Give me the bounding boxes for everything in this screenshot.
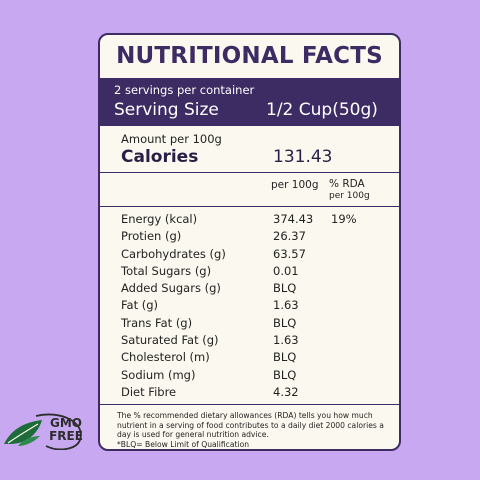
nutrient-row: Fat (g) 1.63 bbox=[121, 297, 399, 314]
column-rda-label: % RDA bbox=[329, 178, 365, 190]
nutrient-row: Cholesterol (m) BLQ bbox=[121, 349, 399, 366]
nutrient-value: BLQ bbox=[273, 315, 297, 330]
nutrient-rda: 19% bbox=[331, 212, 357, 226]
nutrient-row: Diet Fibre 4.32 bbox=[121, 384, 399, 401]
gmo-free-text: GMO FREE bbox=[48, 417, 84, 443]
nutrient-value: BLQ bbox=[273, 350, 297, 365]
divider bbox=[100, 404, 399, 406]
divider bbox=[100, 172, 399, 173]
column-per100: per 100g bbox=[271, 179, 319, 191]
nutrient-name: Protien (g) bbox=[121, 229, 182, 244]
nutrient-name: Energy (kcal) bbox=[121, 212, 198, 226]
nutrient-value: 0.01 bbox=[273, 263, 299, 278]
footnote: The % recommended dietary allowances (RD… bbox=[100, 405, 399, 449]
nutrient-value: 26.37 bbox=[273, 229, 306, 244]
nutrition-label: NUTRITIONAL FACTS 2 servings per contain… bbox=[98, 33, 401, 451]
nutrient-name: Total Sugars (g) bbox=[121, 263, 212, 278]
serving-size-value: 1/2 Cup(50g) bbox=[266, 100, 378, 120]
leaf-icon bbox=[4, 413, 82, 451]
nutrient-name: Diet Fibre bbox=[121, 384, 177, 399]
gmo-free-badge: GMO FREE bbox=[2, 412, 84, 451]
amount-per: Amount per 100g bbox=[121, 132, 222, 146]
nutrient-table: Energy (kcal) 374.43 19% Protien (g) 26.37 Ca… bbox=[100, 207, 399, 401]
divider bbox=[100, 206, 399, 207]
servings-per-container: 2 servings per container bbox=[114, 83, 255, 97]
nutrient-value: 63.57 bbox=[273, 246, 306, 261]
gmo-text: GMO bbox=[50, 416, 82, 430]
calories-label: Calories bbox=[121, 147, 199, 167]
column-rda-sub: per 100g bbox=[329, 191, 370, 201]
nutrient-value: BLQ bbox=[273, 281, 297, 296]
nutrient-name: Fat (g) bbox=[121, 298, 159, 313]
calories-value: 131.43 bbox=[273, 147, 333, 167]
nutrient-name: Cholesterol (m) bbox=[121, 350, 210, 365]
footnote-rda: The % recommended dietary allowances (RD… bbox=[117, 411, 384, 440]
nutrient-name: Trans Fat (g) bbox=[121, 315, 193, 330]
nutrient-value: 4.32 bbox=[273, 384, 299, 399]
nutrient-value: 1.63 bbox=[273, 298, 299, 313]
nutrient-row: Protien (g) 26.37 bbox=[121, 228, 399, 245]
nutrient-row: Trans Fat (g) BLQ bbox=[121, 315, 399, 332]
nutrient-row: Added Sugars (g) BLQ bbox=[121, 280, 399, 297]
serving-band: 2 servings per container Serving Size 1/… bbox=[100, 78, 399, 126]
column-rda: % RDA per 100g bbox=[329, 179, 370, 202]
nutrient-value: 1.63 bbox=[273, 333, 299, 348]
nutrient-row: Sodium (mg) BLQ bbox=[121, 367, 399, 384]
nutrient-row: Saturated Fat (g) 1.63 bbox=[121, 332, 399, 349]
nutrient-name: Sodium (mg) bbox=[121, 367, 196, 382]
free-text: FREE bbox=[49, 429, 83, 443]
label-title: NUTRITIONAL FACTS bbox=[116, 43, 383, 69]
nutrient-value: 374.43 bbox=[273, 212, 314, 226]
footnote-blq: *BLQ= Below Limit of Qualification bbox=[117, 440, 250, 450]
calories-row: Calories 131.43 bbox=[100, 146, 399, 167]
serving-size-label: Serving Size bbox=[114, 100, 219, 120]
serving-size-row: Serving Size 1/2 Cup(50g) bbox=[114, 100, 385, 120]
nutrient-name: Carbohydrates (g) bbox=[121, 246, 226, 261]
nutrient-row: Energy (kcal) 374.43 19% bbox=[121, 211, 399, 228]
nutrient-value: BLQ bbox=[273, 367, 297, 382]
nutrient-row: Carbohydrates (g) 63.57 bbox=[121, 246, 399, 263]
nutrient-row: Total Sugars (g) 0.01 bbox=[121, 263, 399, 280]
nutrient-name: Added Sugars (g) bbox=[121, 281, 221, 296]
column-headers: per 100g % RDA per 100g bbox=[100, 173, 399, 206]
nutrient-name: Saturated Fat (g) bbox=[121, 333, 219, 348]
